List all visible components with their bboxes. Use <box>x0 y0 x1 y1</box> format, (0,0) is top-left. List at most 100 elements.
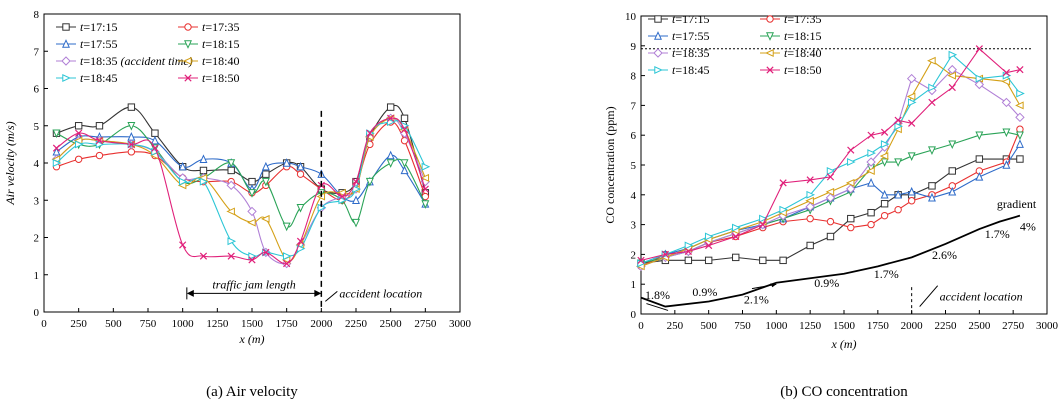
data-point <box>825 187 835 196</box>
data-point <box>928 98 936 107</box>
legend-entry: t=18:35 (accident time) <box>56 54 193 68</box>
legend-entry: t=18:35 <box>648 46 709 60</box>
road-profile-line <box>640 214 1021 308</box>
data-point <box>74 155 83 163</box>
grade-label: 2.1% <box>744 293 769 307</box>
data-point <box>846 184 856 194</box>
data-point <box>806 190 816 199</box>
x-tick-label: 0 <box>41 318 47 330</box>
data-point <box>704 256 713 265</box>
data-point <box>261 161 270 171</box>
y-tick-label: 3 <box>631 220 637 232</box>
data-point <box>637 256 645 264</box>
legend-swatch-marker <box>183 57 192 65</box>
air-velocity-x-ticks: 0 250 500 750 1000 1250 1500 1750 2000 2250 2500 27… <box>41 308 472 330</box>
data-point <box>262 248 270 257</box>
data-point <box>704 232 714 241</box>
data-point <box>95 137 104 145</box>
data-point <box>296 237 305 245</box>
data-point <box>867 149 876 158</box>
data-point <box>826 217 835 226</box>
y-tick-label: 4 <box>631 190 637 202</box>
data-point <box>199 166 208 175</box>
data-point <box>400 125 409 134</box>
data-point <box>684 256 693 265</box>
co-accident-pointer <box>919 285 939 307</box>
y-tick-label: 8 <box>34 9 40 21</box>
data-point <box>894 158 903 167</box>
data-point <box>400 165 409 175</box>
data-point <box>74 140 84 149</box>
data-point <box>226 207 235 216</box>
x-tick-label: 2000 <box>901 320 924 332</box>
x-tick-label: 500 <box>105 318 122 330</box>
x-tick-label: 250 <box>667 320 684 332</box>
data-point <box>927 192 936 202</box>
accident-location-pointer <box>325 290 338 302</box>
data-point <box>261 177 270 187</box>
data-point <box>880 211 889 220</box>
data-point <box>866 157 876 167</box>
legend-swatch-marker <box>654 66 663 74</box>
data-point <box>867 177 876 187</box>
data-point <box>52 144 61 152</box>
legend-swatch-marker <box>766 15 774 23</box>
data-point <box>1015 131 1024 141</box>
data-point <box>866 166 875 175</box>
grade-label: 1.7% <box>985 227 1010 241</box>
data-point <box>948 140 957 150</box>
x-tick-label: 250 <box>70 318 87 330</box>
legend-label: t=18:45 <box>672 63 709 77</box>
co-x-label: x (m) <box>831 337 857 351</box>
data-point <box>928 83 937 92</box>
data-point <box>805 202 815 212</box>
data-point <box>759 214 768 223</box>
data-point <box>1016 89 1025 98</box>
legend-swatch-marker <box>62 39 70 48</box>
data-point <box>1016 155 1024 163</box>
legend-label: t=18:35 (accident time) <box>80 54 193 68</box>
data-point <box>352 178 360 186</box>
data-point <box>975 45 983 53</box>
data-point <box>52 146 61 156</box>
data-point <box>248 189 256 198</box>
y-tick-label: 4 <box>34 158 40 170</box>
y-tick-label: 2 <box>631 249 637 261</box>
data-point <box>95 122 104 130</box>
data-point <box>1001 77 1011 86</box>
y-tick-label: 2 <box>34 233 40 245</box>
data-point <box>283 259 291 268</box>
y-tick-label: 7 <box>34 46 40 58</box>
air-velocity-series <box>51 103 431 269</box>
x-tick-label: 1000 <box>172 318 195 330</box>
data-point <box>226 180 236 191</box>
y-tick-label: 5 <box>631 160 637 172</box>
data-point <box>248 256 256 264</box>
data-point <box>779 205 788 214</box>
data-point <box>826 173 835 181</box>
data-point <box>732 232 740 241</box>
data-point <box>847 223 855 232</box>
y-tick-label: 5 <box>34 121 40 133</box>
data-point <box>880 200 889 208</box>
air-velocity-x-label: x (m) <box>239 332 265 346</box>
data-point <box>867 131 875 139</box>
data-point <box>906 92 916 101</box>
data-point <box>880 158 889 167</box>
data-point <box>684 241 694 250</box>
co-caption: (b) CO concentration <box>780 384 908 400</box>
x-tick-label: 2500 <box>968 320 991 332</box>
legend-label: t=17:55 <box>80 37 117 51</box>
data-point <box>421 185 429 193</box>
grade-label: 0.9% <box>814 276 839 290</box>
data-point <box>880 128 889 136</box>
legend-label: t=17:55 <box>672 29 709 43</box>
co-series <box>636 45 1025 272</box>
data-point <box>806 214 814 223</box>
data-point <box>1016 66 1024 74</box>
data-point <box>779 256 787 265</box>
road-arrow <box>646 303 669 311</box>
legend-swatch-marker <box>184 74 192 82</box>
data-point <box>151 144 159 152</box>
legend-label: t=17:35 <box>784 12 821 26</box>
